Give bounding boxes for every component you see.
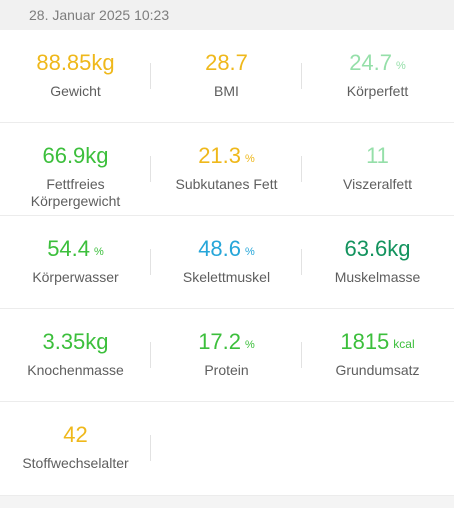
metric-cell-bmi[interactable]: 28.7 BMI xyxy=(151,30,302,122)
metrics-row: 3.35kg Knochenmasse 17.2% Protein 1815 kc… xyxy=(0,309,454,402)
metric-cell-body-fat[interactable]: 24.7% Körperfett xyxy=(302,30,453,122)
metric-unit: % xyxy=(245,339,255,351)
metric-cell-metabolic-age[interactable]: 42 Stoffwechselalter xyxy=(0,402,151,495)
metric-value: 48.6 xyxy=(198,236,242,261)
metrics-row: 54.4% Körperwasser 48.6% Skelettmuskel 6… xyxy=(0,216,454,309)
metric-cell-protein[interactable]: 17.2% Protein xyxy=(151,309,302,401)
metric-value: 21.3 xyxy=(198,143,242,168)
empty-cell xyxy=(302,402,453,495)
empty-cell xyxy=(151,402,302,495)
metric-value: 1815 xyxy=(340,329,390,354)
metric-label: Muskelmasse xyxy=(334,269,421,285)
metric-label: Stoffwechselalter xyxy=(22,455,129,471)
metric-value: 63.6kg xyxy=(344,236,411,261)
column-divider xyxy=(150,342,151,368)
metric-value: 28.7 xyxy=(205,50,248,75)
metrics-row: 42 Stoffwechselalter xyxy=(0,402,454,496)
column-divider xyxy=(301,156,302,182)
column-divider xyxy=(301,63,302,89)
column-divider xyxy=(301,342,302,368)
metric-cell-weight[interactable]: 88.85kg Gewicht xyxy=(0,30,151,122)
metric-value: 54.4 xyxy=(47,236,91,261)
metric-label: Gewicht xyxy=(50,83,101,99)
metric-label: Protein xyxy=(204,362,249,378)
metric-unit: % xyxy=(245,153,255,165)
column-divider xyxy=(150,435,151,461)
bottom-divider xyxy=(0,496,454,508)
metric-label: Körperwasser xyxy=(32,269,119,285)
metric-value: 3.35kg xyxy=(42,329,109,354)
column-divider xyxy=(301,249,302,275)
metric-label: Skelettmuskel xyxy=(182,269,271,285)
metric-value: 88.85kg xyxy=(36,50,115,75)
metric-value: 17.2 xyxy=(198,329,242,354)
metric-value: 66.9kg xyxy=(42,143,109,168)
metric-unit: kcal xyxy=(393,337,415,351)
metric-label: Viszeralfett xyxy=(343,176,412,192)
metric-cell-fat-free-mass[interactable]: 66.9kg Fettfreies Körpergewicht xyxy=(0,123,151,215)
metric-cell-skeletal-muscle[interactable]: 48.6% Skelettmuskel xyxy=(151,216,302,308)
metric-label: Grundumsatz xyxy=(335,362,420,378)
metric-label: BMI xyxy=(214,83,239,99)
metric-unit: % xyxy=(94,246,104,258)
metric-cell-body-water[interactable]: 54.4% Körperwasser xyxy=(0,216,151,308)
measurement-date-header: 28. Januar 2025 10:23 xyxy=(0,0,454,30)
metric-cell-bone-mass[interactable]: 3.35kg Knochenmasse xyxy=(0,309,151,401)
metric-value: 11 xyxy=(366,143,389,168)
metric-unit: % xyxy=(396,60,406,72)
metrics-row: 66.9kg Fettfreies Körpergewicht 21.3% Su… xyxy=(0,123,454,216)
metrics-row: 88.85kg Gewicht 28.7 BMI 24.7% Körperfet… xyxy=(0,30,454,123)
metric-unit: % xyxy=(245,246,255,258)
column-divider xyxy=(150,156,151,182)
metric-label: Fettfreies Körpergewicht xyxy=(30,176,121,209)
metric-cell-subcutaneous-fat[interactable]: 21.3% Subkutanes Fett xyxy=(151,123,302,215)
metric-cell-visceral-fat[interactable]: 11 Viszeralfett xyxy=(302,123,453,215)
metric-value: 42 xyxy=(63,422,88,447)
metric-label: Knochenmasse xyxy=(27,362,124,378)
metric-cell-muscle-mass[interactable]: 63.6kg Muskelmasse xyxy=(302,216,453,308)
column-divider xyxy=(150,249,151,275)
metric-label: Körperfett xyxy=(346,83,409,99)
column-divider xyxy=(150,63,151,89)
body-composition-grid: 88.85kg Gewicht 28.7 BMI 24.7% Körperfet… xyxy=(0,30,454,496)
metric-cell-basal-metabolic-rate[interactable]: 1815 kcal Grundumsatz xyxy=(302,309,453,401)
metric-label: Subkutanes Fett xyxy=(175,176,278,192)
metric-value: 24.7 xyxy=(349,50,393,75)
measurement-date: 28. Januar 2025 10:23 xyxy=(29,7,170,23)
